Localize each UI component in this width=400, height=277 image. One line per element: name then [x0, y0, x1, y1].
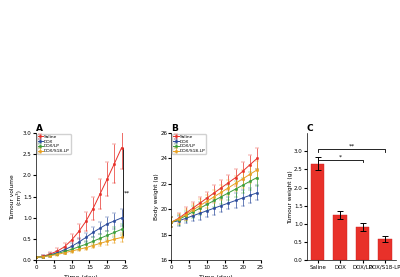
- X-axis label: Time (day): Time (day): [64, 275, 98, 277]
- Legend: Saline, DOX, DOX/LP, DOX/S18-LP: Saline, DOX, DOX/LP, DOX/S18-LP: [172, 134, 206, 154]
- Text: A: A: [36, 124, 43, 133]
- Bar: [356, 227, 370, 260]
- Bar: [311, 164, 324, 260]
- Bar: [378, 239, 392, 260]
- Y-axis label: Body weight (g): Body weight (g): [154, 173, 159, 220]
- Text: B: B: [172, 124, 178, 133]
- Y-axis label: Tumour weight (g): Tumour weight (g): [288, 170, 292, 224]
- Bar: [334, 215, 347, 260]
- Legend: Saline, DOX, DOX/LP, DOX/S18-LP: Saline, DOX, DOX/LP, DOX/S18-LP: [37, 134, 71, 154]
- Text: **: **: [348, 143, 354, 148]
- Y-axis label: Tumour volume
(cm³): Tumour volume (cm³): [10, 174, 22, 220]
- X-axis label: Time (day): Time (day): [199, 275, 233, 277]
- Text: *: *: [339, 154, 342, 159]
- Text: C: C: [307, 124, 314, 133]
- Text: **: **: [124, 190, 130, 195]
